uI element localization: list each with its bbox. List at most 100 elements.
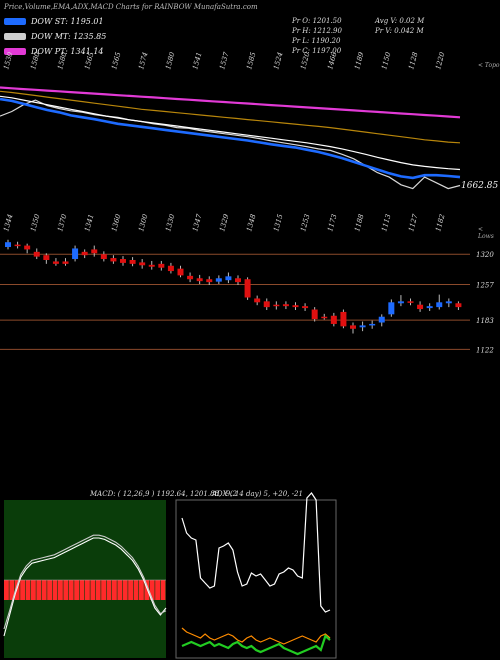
candle-body [196,278,203,282]
price-top-tick-label: 1347 [191,213,203,233]
candle-body [110,258,117,262]
legend-dow-mt: DOW MT: 1235.85 [4,32,106,41]
legend-label: DOW PT: 1341.14 [31,47,104,56]
macd-histogram-bar [160,580,166,600]
macd-histogram-bar [36,580,42,600]
ema-series-line [0,99,461,190]
macd-histogram-bar [112,580,117,600]
candle-body [24,245,31,250]
ohlc-close: Pr C: 1197.00 [292,47,342,55]
candle-body [120,259,126,263]
macd-histogram-bar [41,580,47,600]
candle-body [455,303,462,308]
adx-series-line [181,492,331,613]
candle-body [426,306,433,309]
legend-swatch [4,18,26,25]
macd-histogram-bar [117,580,123,600]
candle-body [43,255,50,260]
price-y-tick-label: 1183 [476,317,494,325]
ema-top-tick-label: 1520 [299,51,311,71]
candle-body [311,309,318,320]
ema-top-tick-label: 1524 [272,51,284,70]
candle-body [62,261,69,264]
price-top-tick-label: 1348 [245,213,257,233]
candle-body [254,298,261,303]
macd-histogram-bar [47,580,52,600]
price-top-tick-label: 1330 [164,213,176,233]
ema-panel-tag: < Topo [478,62,500,69]
macd-histogram-bar [90,580,96,600]
ohlc-open: Pr O: 1201.50 [292,17,342,25]
candle-body [81,251,88,256]
price-y-tick-label: 1257 [476,282,494,290]
ema-top-tick-label: 1585 [245,51,257,71]
price-top-tick-label: 1127 [407,213,419,233]
ema-top-tick-label: 1580 [164,51,176,71]
avg-volume: Avg V: 0.02 M [375,17,425,25]
macd-histogram-bar [106,580,112,600]
candle-body [350,325,356,329]
price-top-tick-label: 1182 [434,213,446,233]
candle-body [273,304,280,307]
ema-top-tick-label: 1189 [353,51,365,71]
ema-top-tick-label: 1466 [326,51,338,71]
price-top-tick-label: 1253 [299,213,311,233]
candle-body [5,242,11,248]
volume: Pr V: 0.042 M [375,27,424,35]
legend-swatch [4,33,26,40]
adx-series-line [181,627,331,645]
candle-body [244,279,251,298]
legend-dow-st: DOW ST: 1195.01 [4,17,104,26]
price-top-tick-label: 1341 [83,213,95,232]
ema-top-tick-label: 1530 [2,51,14,71]
candle-body [177,268,184,276]
candle-body [187,275,194,280]
candle-body [302,306,309,309]
ema-series-line [0,97,461,180]
ohlc-high: Pr H: 1212.90 [292,27,342,35]
ema-top-tick-label: 1580 [29,51,41,71]
ema-top-tick-label: 1541 [191,51,203,70]
price-top-tick-label: 1350 [29,213,41,233]
macd-histogram-bar [20,580,25,600]
candle-body [417,304,424,310]
candle-body [100,254,107,260]
macd-histogram-bar [85,580,90,600]
macd-label: MACD: ( 12,26,9 ) 1192.64, 1201.88, -9.2 [90,490,237,498]
candle-body [148,264,155,267]
ema-top-tick-label: 1150 [380,51,392,71]
ema-last-value: 1662.85 [461,181,498,191]
price-top-tick-label: 1344 [2,213,14,232]
candle-body [139,262,146,266]
price-top-tick-label: 1188 [353,213,365,233]
candle-body [91,249,98,254]
macd-histogram-bar [144,580,150,600]
price-top-tick-label: 1360 [110,213,122,233]
candle-body [33,251,40,257]
adx-panel-frame [175,499,337,659]
candle-body [129,260,136,264]
candle-body [167,265,174,272]
ema-top-tick-label: 1220 [434,51,446,71]
candle-body [397,301,404,304]
candle-body [359,325,366,328]
price-top-tick-label: 1113 [380,213,392,233]
macd-histogram-bar [139,580,144,600]
ema-series-line [0,86,461,119]
macd-histogram-bar [74,580,79,600]
macd-histogram-bar [128,580,133,600]
candle-body [321,316,328,319]
price-y-tick-label: 1122 [476,346,494,354]
candle-body [340,311,347,327]
legend-swatch [4,48,26,55]
legend-dow-pt: DOW PT: 1341.14 [4,47,104,56]
macd-histogram-bar [79,580,85,600]
ema-top-tick-label: 1537 [218,51,230,71]
ohlc-low: Pr L: 1190.20 [292,37,341,45]
macd-histogram-bar [58,580,63,600]
price-y-tick-label: 1320 [476,251,494,259]
macd-histogram-bar [31,580,36,600]
legend-label: DOW MT: 1235.85 [31,32,107,41]
ema-top-tick-label: 1128 [407,51,419,71]
price-panel-tag: < Lows [478,226,494,240]
